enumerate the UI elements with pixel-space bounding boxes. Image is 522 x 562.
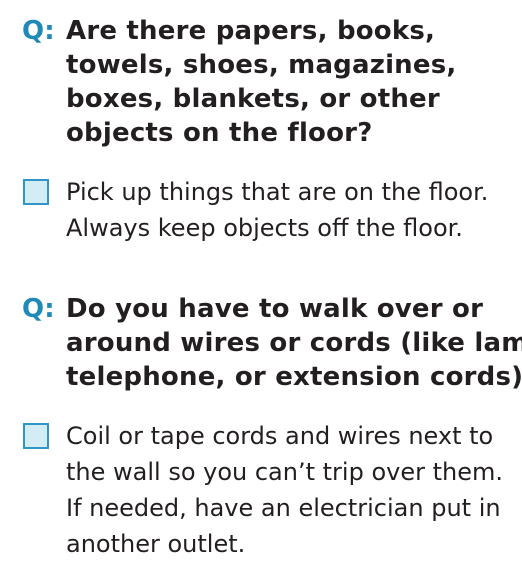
question-line: boxes, blankets, or other <box>66 84 440 114</box>
question-text: Q: Do you have to walk over or around wi… <box>22 292 522 394</box>
answer-checkbox[interactable] <box>23 179 49 205</box>
question-line: around wires or cords (like lamp, <box>66 328 522 358</box>
answer-checkbox[interactable] <box>23 423 49 449</box>
answer-line: If needed, have an electrician put in <box>66 494 501 522</box>
answer-line: another outlet. <box>66 530 246 558</box>
question-label: Q: <box>22 16 55 46</box>
answer-line: Coil or tape cords and wires next to <box>66 422 494 450</box>
answer-line: Always keep objects off the floor. <box>66 214 463 242</box>
question-line: towels, shoes, magazines, <box>66 50 457 80</box>
question-text: Q: Are there papers, books, towels, shoe… <box>22 14 512 150</box>
question-block-floor-objects: Q: Are there papers, books, towels, shoe… <box>22 14 512 246</box>
answer-item: Coil or tape cords and wires next to the… <box>22 418 512 562</box>
question-line: Are there papers, books, <box>66 16 436 46</box>
question-line: objects on the floor? <box>66 118 373 148</box>
question-line: Do you have to walk over or <box>66 294 484 324</box>
answer-item: Pick up things that are on the floor. Al… <box>22 174 512 246</box>
answer-line: Pick up things that are on the floor. <box>66 178 489 206</box>
question-block-wires-cords: Q: Do you have to walk over or around wi… <box>22 292 522 562</box>
question-label: Q: <box>22 294 55 324</box>
question-line: telephone, or extension cords)? <box>66 362 522 392</box>
answer-line: the wall so you can’t trip over them. <box>66 458 503 486</box>
